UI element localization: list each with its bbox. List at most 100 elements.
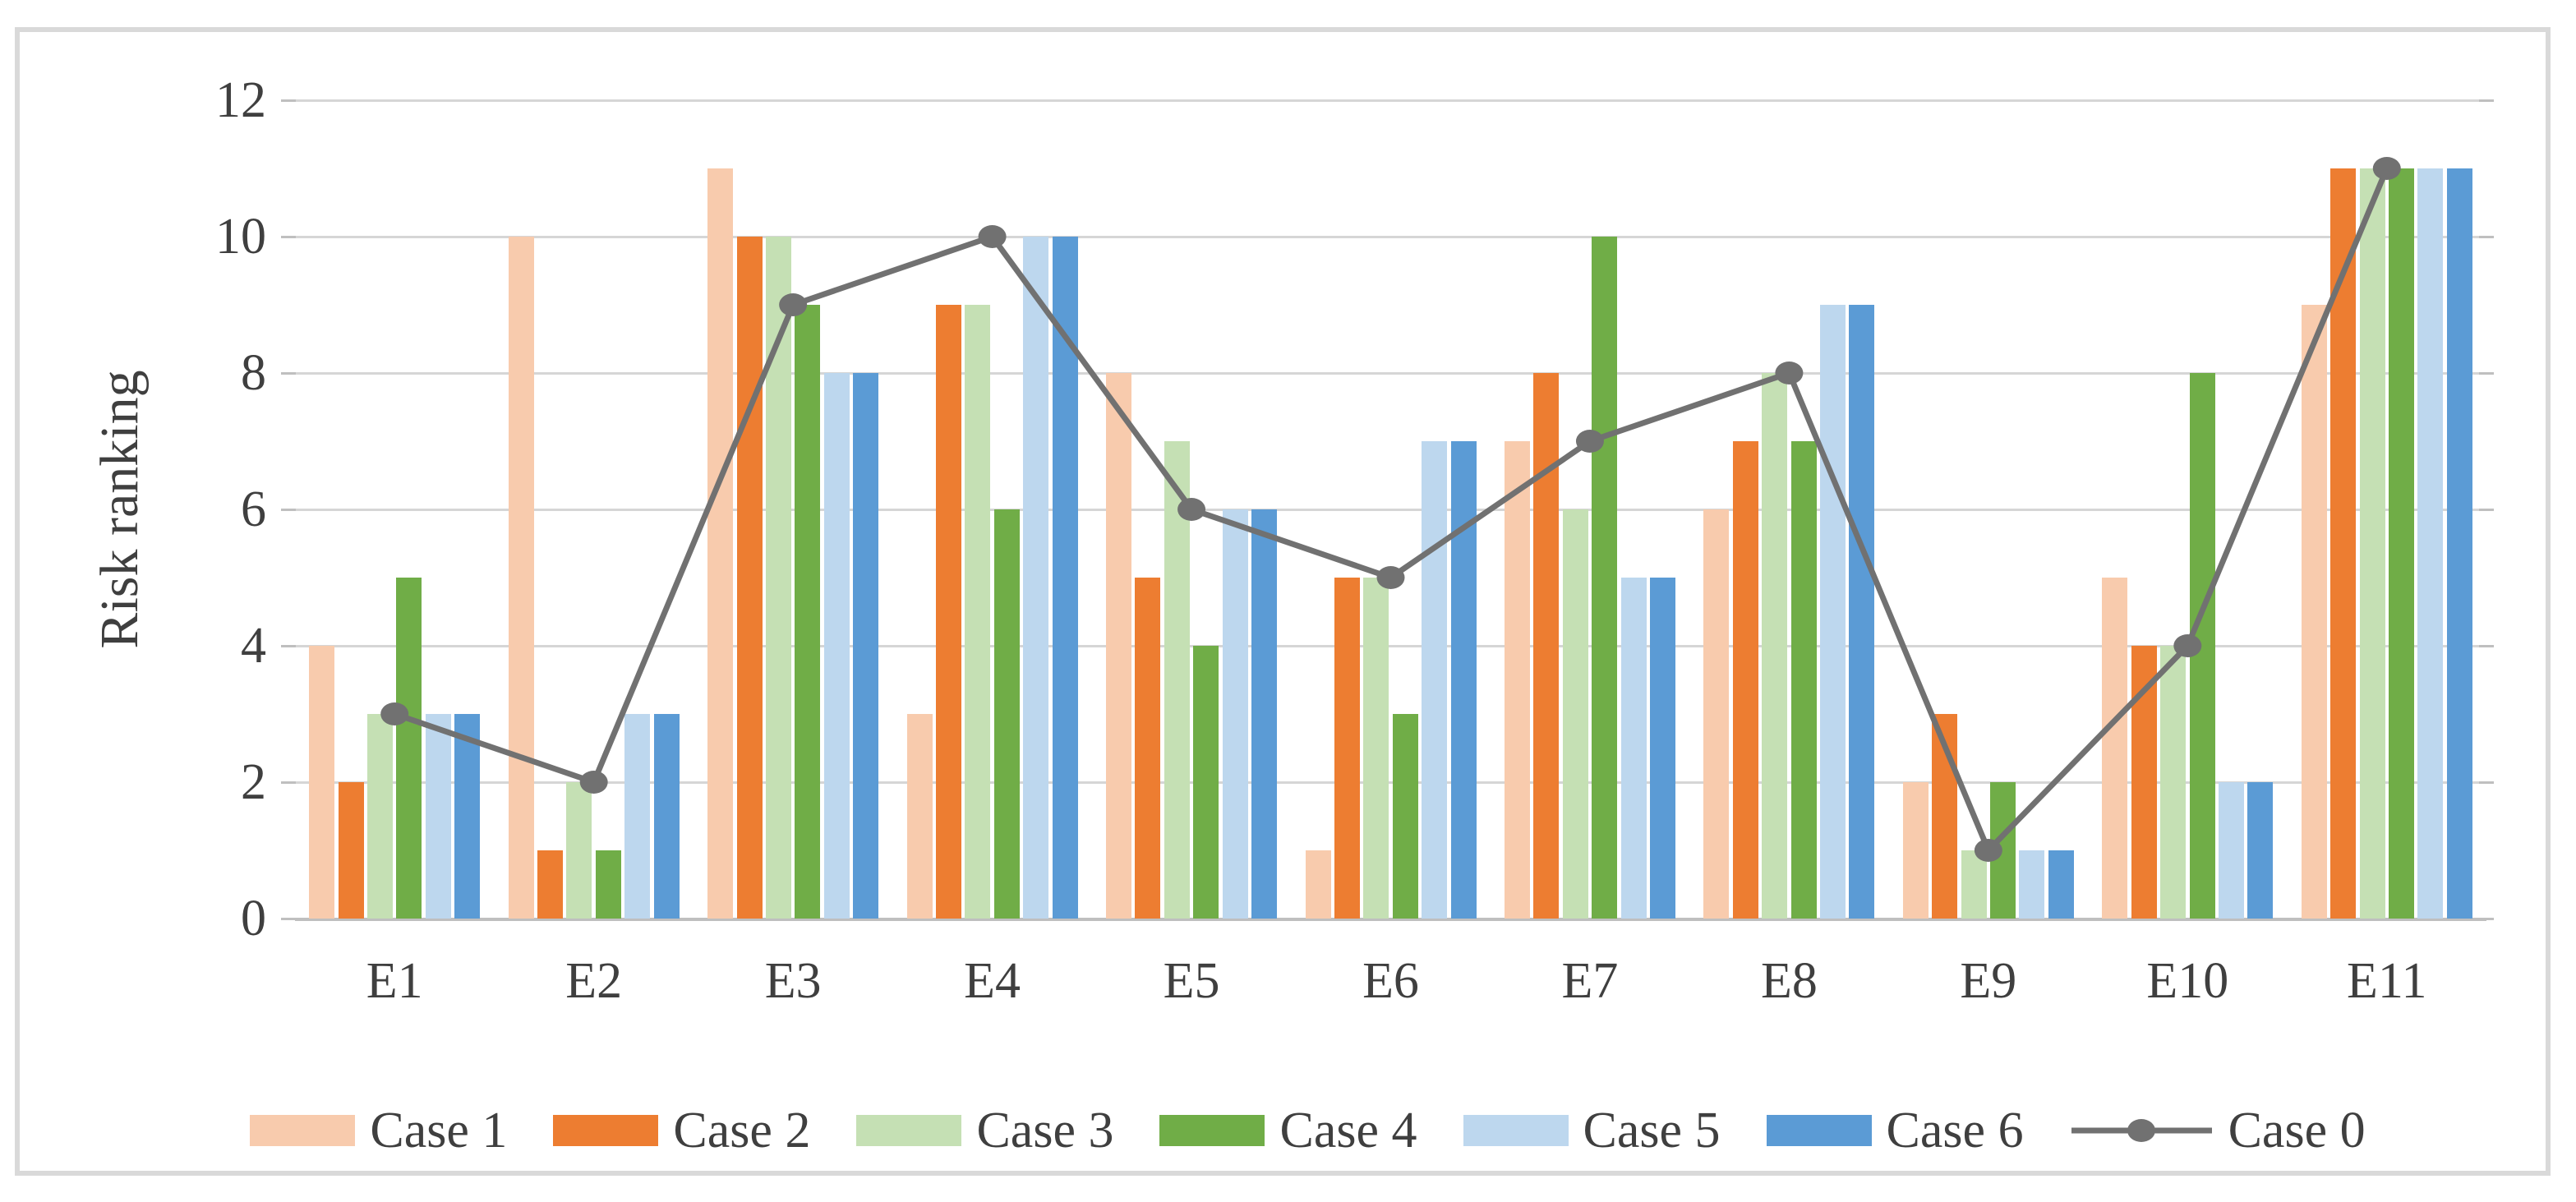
y-axis-tick-right [2479,372,2494,375]
bar-case-3-e10 [2160,646,2187,919]
y-gridline [295,99,2486,102]
y-tick-label: 0 [241,891,266,946]
y-axis-tick-right [2479,236,2494,238]
legend-item-case-5: Case 5 [1463,1102,1721,1160]
legend-swatch [250,1115,356,1146]
x-axis-line [295,918,2486,921]
legend-swatch [1766,1115,1872,1146]
y-axis-tick [281,99,296,102]
bar-case-2-e6 [1334,578,1360,919]
legend-label: Case 5 [1583,1102,1721,1158]
x-axis-label: E5 [1163,953,1220,1009]
bar-case-4-e4 [993,509,1020,919]
legend-item-case-1: Case 1 [250,1102,507,1160]
x-axis-label: E7 [1561,953,1619,1009]
bar-case-6-e10 [2247,782,2274,919]
bar-case-4-e8 [1790,441,1817,919]
case0-marker [978,225,1007,248]
bar-case-2-e1 [338,782,364,919]
x-axis-label: E8 [1760,953,1818,1009]
legend-label: Case 4 [1279,1102,1417,1158]
case0-line-layer [380,157,2401,862]
legend-line-swatch [2071,1119,2212,1142]
y-axis-tick [281,236,296,238]
legend-swatch [1463,1115,1569,1146]
bar-case-3-e1 [367,714,394,919]
bar-case-5-e10 [2218,782,2244,919]
bar-case-6-e9 [2048,850,2074,919]
y-gridline [295,236,2486,238]
bar-case-1-e2 [508,237,534,919]
y-axis-tick-right [2479,99,2494,102]
case0-marker [2173,634,2202,657]
bar-case-5-e11 [2417,168,2444,919]
bar-case-5-e5 [1222,509,1248,919]
bar-case-5-e2 [624,714,651,919]
bar-case-6-e5 [1251,509,1278,919]
x-axis-label: E9 [1960,953,2017,1009]
y-tick-label: 4 [241,618,266,674]
legend-label: Case 0 [2228,1102,2366,1158]
x-axis-label: E11 [2346,953,2427,1009]
y-axis-tick-right [2479,781,2494,784]
bar-case-1-e7 [1504,441,1530,919]
y-gridline [295,509,2486,511]
bar-case-5-e3 [823,373,850,919]
legend-swatch [553,1115,659,1146]
bar-case-4-e6 [1392,714,1418,919]
bar-case-4-e1 [396,578,422,919]
bar-case-3-e8 [1762,373,1788,919]
case0-marker [1177,498,1206,521]
y-tick-label: 12 [215,72,266,128]
x-axis-label: E4 [964,953,1021,1009]
bar-case-4-e11 [2388,168,2414,919]
y-tick-label: 2 [241,754,266,810]
bar-case-5-e7 [1620,578,1647,919]
bar-case-3-e11 [2359,168,2385,919]
bar-case-1-e6 [1305,850,1331,919]
bar-case-5-e1 [425,714,451,919]
bar-case-6-e7 [1649,578,1675,919]
bar-case-3-e5 [1164,441,1190,919]
bar-case-2-e2 [537,850,564,919]
y-gridline [295,372,2486,375]
bar-case-5-e8 [1820,305,1846,919]
case0-marker [1575,430,1604,453]
y-axis-tick-right [2479,645,2494,647]
x-axis-label: E3 [764,953,822,1009]
bar-case-6-e3 [853,373,879,919]
bar-case-4-e2 [595,850,621,919]
legend-label: Case 3 [976,1102,1114,1158]
figure-border: Risk ranking Case 1 Case 2 Case 3 Case 4 Cas… [15,27,2551,1176]
y-axis-tick [281,645,296,647]
legend-label: Case 6 [1886,1102,2024,1158]
bar-case-2-e5 [1135,578,1161,919]
case0-marker [1775,362,1804,385]
bar-case-5-e9 [2019,850,2045,919]
legend-item-case-4: Case 4 [1159,1102,1417,1160]
case0-marker [1376,566,1405,589]
bar-case-1-e3 [707,168,734,919]
bar-case-1-e10 [2102,578,2128,919]
bar-case-3-e6 [1363,578,1389,919]
y-tick-label: 6 [241,481,266,537]
y-axis-tick [281,918,296,920]
y-tick-label: 8 [241,345,266,401]
x-axis-label: E2 [565,953,623,1009]
legend-item-case-3: Case 3 [856,1102,1113,1160]
legend-item-case-6: Case 6 [1766,1102,2024,1160]
bar-case-1-e9 [1902,782,1929,919]
y-axis-tick-right [2479,918,2494,920]
bar-case-1-e8 [1703,509,1730,919]
bar-case-6-e1 [454,714,481,919]
x-axis-label: E10 [2146,953,2229,1009]
bar-case-3-e4 [965,305,991,919]
bar-case-3-e9 [1961,850,1987,919]
legend-item-case-0: Case 0 [2070,1102,2366,1160]
case0-marker [1974,839,2002,862]
legend-swatch [1159,1115,1265,1146]
y-axis-tick-right [2479,509,2494,511]
bar-case-2-e4 [935,305,961,919]
bar-case-3-e3 [765,237,791,919]
bar-case-1-e5 [1106,373,1132,919]
